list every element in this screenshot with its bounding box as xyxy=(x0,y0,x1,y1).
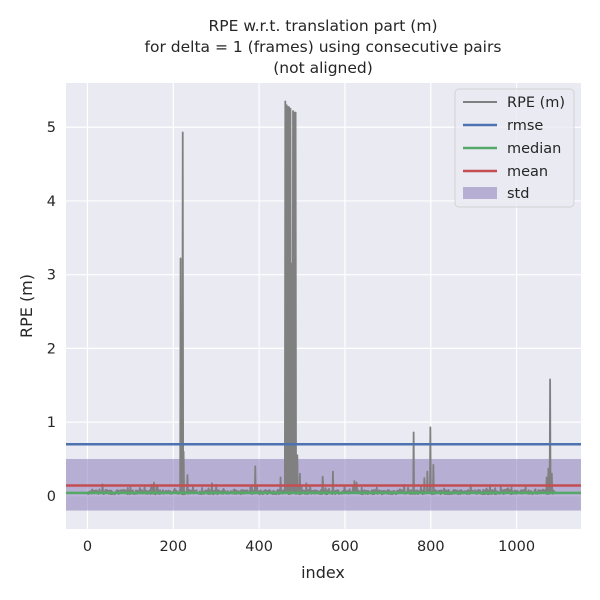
x-tick-labels: 0 200 400 600 800 1000 xyxy=(83,539,535,555)
y-tick-label: 0 xyxy=(47,489,56,505)
x-tick-label: 600 xyxy=(331,539,359,555)
x-gridlines xyxy=(86,83,518,529)
chart-title-line-2: for delta = 1 (frames) using consecutive… xyxy=(145,38,502,56)
legend: RPE (m) rmse median mean std xyxy=(454,88,575,208)
legend-label-median: median xyxy=(507,141,561,157)
y-axis-label: RPE (m) xyxy=(17,274,36,338)
x-tick-label: 800 xyxy=(417,539,445,555)
y-tick-label: 1 xyxy=(47,415,56,431)
chart-title-line-3: (not aligned) xyxy=(273,59,373,77)
y-tick-label: 5 xyxy=(47,120,56,136)
legend-label-mean: mean xyxy=(507,164,548,180)
x-tick-label: 1000 xyxy=(498,539,535,555)
legend-swatch-std xyxy=(463,187,497,199)
legend-label-rmse: rmse xyxy=(507,118,543,134)
y-tick-label: 3 xyxy=(47,268,56,284)
x-tick-label: 200 xyxy=(159,539,187,555)
x-tick-label: 400 xyxy=(245,539,273,555)
legend-label-rpe: RPE (m) xyxy=(507,95,565,111)
y-tick-labels: 0 1 2 3 4 5 xyxy=(47,120,56,505)
y-tick-label: 4 xyxy=(47,194,56,210)
legend-label-std: std xyxy=(507,186,529,202)
x-tick-label: 0 xyxy=(83,539,92,555)
chart-title-line-1: RPE w.r.t. translation part (m) xyxy=(208,17,437,35)
series-layer xyxy=(66,100,581,511)
y-tick-label: 2 xyxy=(47,341,56,357)
legend-box xyxy=(454,88,575,208)
x-axis-label: index xyxy=(301,563,345,582)
